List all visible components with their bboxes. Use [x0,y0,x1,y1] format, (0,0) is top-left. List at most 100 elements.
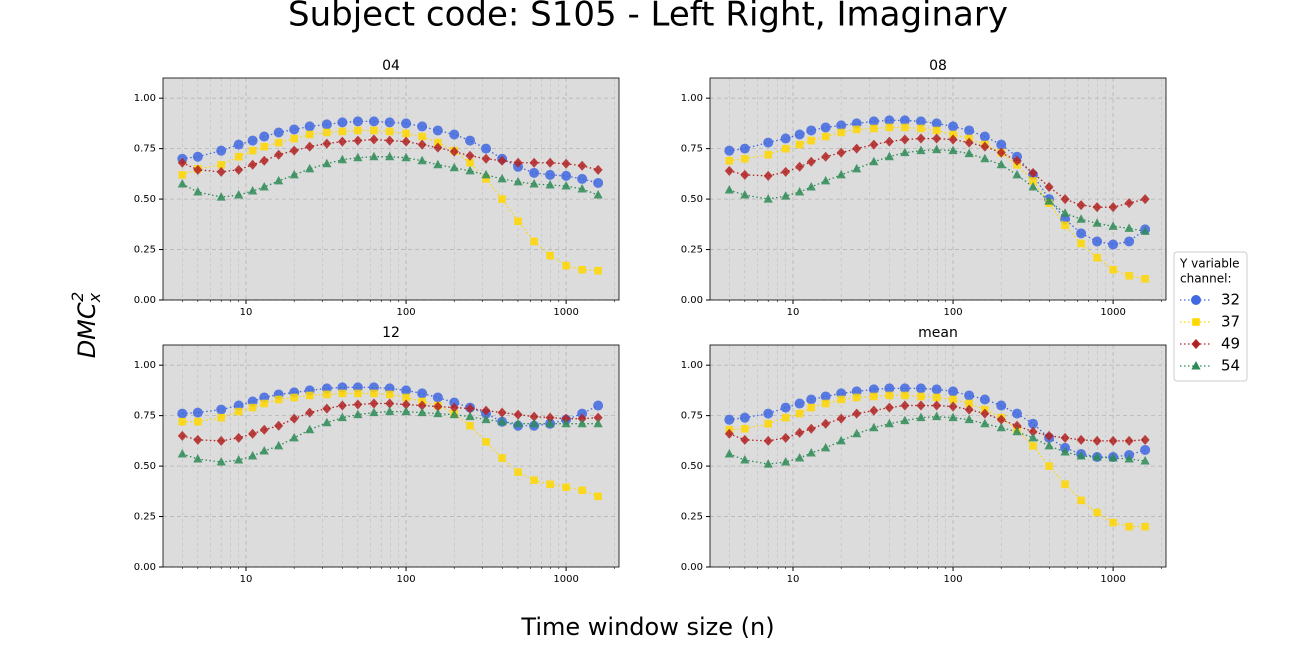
marker [1060,432,1070,443]
marker [724,145,735,156]
marker [247,135,258,146]
marker [884,383,895,394]
marker [274,395,283,404]
plot-area [710,78,1166,300]
marker [932,411,942,421]
marker [274,440,284,450]
marker [497,416,507,426]
marker [289,169,299,179]
y-tick-label: 0.50 [681,194,703,205]
marker [248,186,258,195]
marker [852,428,862,438]
marker [353,409,363,419]
marker [545,179,555,189]
marker [234,190,244,199]
marker [1108,435,1118,446]
marker [216,404,227,415]
marker [820,391,831,402]
marker [401,385,412,396]
y-tick-label: 1.00 [681,360,703,371]
marker [529,157,539,168]
marker [1012,408,1023,419]
marker [852,163,862,173]
y-tick-label: 0.00 [134,295,156,306]
marker [594,266,602,275]
marker [795,140,804,149]
y-label-sub: x [85,292,104,303]
marker [780,133,791,144]
marker [402,129,410,138]
marker [498,195,506,203]
marker [305,130,314,139]
marker [948,412,958,422]
y-tick-label: 1.00 [134,93,156,104]
legend-marker [1191,295,1201,305]
marker [836,435,846,445]
marker [1141,275,1149,283]
marker [545,412,555,423]
marker [482,175,490,183]
marker [305,163,315,173]
marker [763,170,773,181]
marker [337,136,347,147]
marker [964,414,974,424]
marker [368,116,379,127]
marker [402,393,410,402]
marker [901,123,909,132]
marker [433,159,443,169]
marker [418,132,426,141]
marker [498,454,506,462]
marker [529,418,539,428]
marker [836,413,846,424]
marker [369,134,379,145]
marker [562,261,570,270]
marker [353,152,363,162]
marker [869,139,879,150]
marker [401,406,411,416]
marker [401,118,412,129]
y-label-sup: 2 [68,292,87,302]
legend-label: 49 [1221,335,1240,353]
y-axis-label: DMCx2 [68,292,104,359]
marker [385,151,395,161]
marker [1060,446,1070,456]
marker [514,468,522,476]
series-line [729,126,1146,280]
marker [915,383,926,394]
marker [980,408,990,419]
marker [996,414,1006,425]
marker [385,135,395,146]
plot-frame [162,77,620,301]
marker [852,393,861,402]
marker [885,391,894,400]
marker [1141,522,1149,531]
marker [1029,442,1037,450]
marker [739,143,750,154]
y-tick-label: 0.50 [134,194,156,205]
plot-frame [709,344,1167,568]
marker [546,480,554,489]
marker [259,445,269,455]
marker [432,392,443,403]
marker [385,390,394,399]
marker [1140,194,1150,205]
marker [248,159,258,170]
marker [1028,167,1038,178]
marker [900,147,910,157]
marker [561,418,571,428]
marker [980,141,990,152]
marker [740,455,750,464]
marker [724,165,734,176]
marker [806,423,816,434]
marker [289,432,299,442]
marker [417,139,427,150]
marker [304,121,315,132]
x-tick-label: 1000 [553,574,578,585]
marker [593,190,603,199]
marker [216,192,226,201]
marker [900,400,910,411]
marker [795,187,805,196]
marker [740,190,750,199]
marker [1124,435,1134,446]
marker [465,135,476,146]
